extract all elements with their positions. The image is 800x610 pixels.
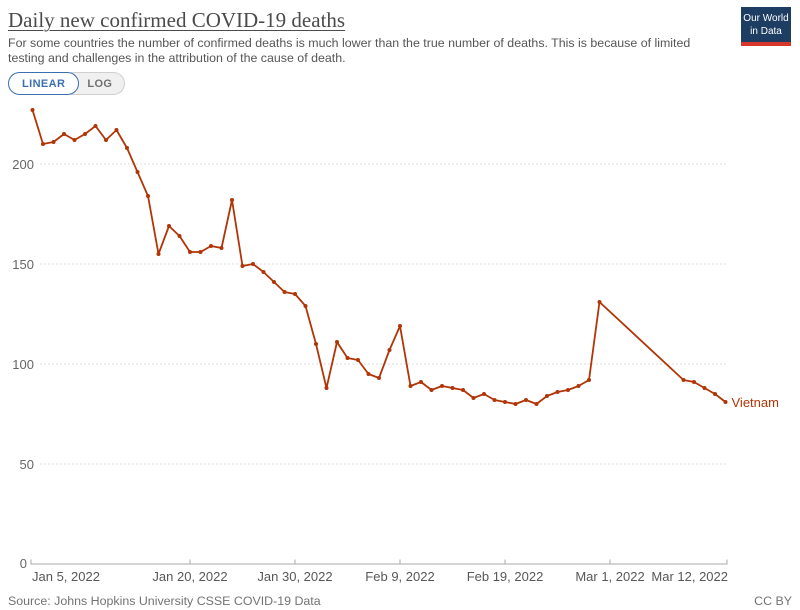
y-axis-label: 0	[19, 556, 27, 571]
owid-logo-line2: in Data	[750, 26, 782, 37]
data-point-marker	[492, 398, 497, 402]
data-point-marker	[209, 244, 213, 248]
chart-title[interactable]: Daily new confirmed COVID-19 deaths	[8, 8, 346, 32]
data-point-marker	[524, 398, 528, 402]
data-point-marker	[387, 348, 392, 352]
owid-logo[interactable]: Our World in Data	[741, 7, 791, 46]
data-point-marker	[156, 252, 161, 256]
chart-subtitle: For some countries the number of confirm…	[8, 36, 691, 66]
data-point-marker	[188, 250, 192, 254]
data-point-marker	[177, 234, 182, 238]
data-point-marker	[419, 380, 423, 384]
x-axis-label: Jan 30, 2022	[257, 569, 333, 584]
data-point-marker	[335, 340, 339, 344]
data-point-marker	[135, 170, 140, 174]
data-point-marker	[51, 140, 56, 144]
y-axis-label: 200	[12, 157, 34, 172]
data-point-marker	[503, 400, 507, 404]
linear-button[interactable]: LINEAR	[8, 72, 80, 95]
data-point-marker	[576, 384, 581, 388]
data-point-marker	[681, 378, 686, 382]
data-point-marker	[345, 356, 350, 360]
data-point-marker	[104, 138, 108, 142]
data-point-marker	[293, 292, 297, 296]
data-point-marker	[41, 142, 45, 146]
y-axis-label: 50	[19, 457, 34, 472]
data-point-marker	[30, 108, 35, 112]
data-point-marker	[230, 198, 234, 202]
data-point-marker	[251, 262, 255, 266]
log-button[interactable]: LOG	[71, 72, 126, 95]
data-point-marker	[555, 390, 560, 394]
data-point-marker	[461, 388, 465, 392]
data-point-marker	[566, 388, 570, 392]
data-point-marker	[125, 146, 129, 150]
data-point-marker	[146, 194, 150, 198]
data-point-marker	[324, 386, 329, 390]
y-axis-label: 100	[12, 357, 34, 372]
data-point-marker	[303, 304, 308, 308]
data-point-marker	[282, 290, 287, 294]
data-point-marker	[587, 378, 591, 382]
data-point-marker	[198, 250, 203, 254]
x-axis-label: Mar 1, 2022	[575, 569, 645, 584]
data-point-marker	[62, 132, 66, 136]
data-point-marker	[261, 270, 266, 274]
data-point-marker	[167, 224, 171, 228]
data-point-marker	[83, 132, 87, 136]
data-point-marker	[93, 124, 98, 128]
scale-toggle: LINEAR LOG	[8, 72, 126, 95]
license-badge[interactable]: CC BY	[754, 594, 792, 608]
data-point-marker	[72, 138, 77, 142]
data-point-marker	[545, 394, 549, 398]
data-point-marker	[356, 358, 360, 362]
source-attribution[interactable]: Source: Johns Hopkins University CSSE CO…	[8, 594, 321, 608]
data-point-marker	[597, 300, 602, 304]
x-axis-label: Feb 9, 2022	[365, 569, 435, 584]
data-point-marker	[240, 264, 245, 268]
data-point-marker	[450, 386, 455, 390]
data-point-marker	[723, 400, 728, 404]
y-axis-label: 150	[12, 257, 34, 272]
data-point-marker	[471, 396, 476, 400]
data-point-marker	[408, 384, 413, 388]
data-point-marker	[272, 280, 276, 284]
data-point-marker	[692, 380, 696, 384]
data-point-marker	[114, 128, 119, 132]
data-point-marker	[377, 376, 381, 380]
data-point-marker	[513, 402, 518, 406]
data-point-marker	[366, 372, 371, 376]
data-point-marker	[314, 342, 318, 346]
data-point-marker	[429, 388, 434, 392]
series-line[interactable]	[31, 109, 727, 405]
data-point-marker	[482, 392, 486, 396]
data-point-marker	[219, 246, 224, 250]
data-point-marker	[713, 392, 717, 396]
x-axis-label: Feb 19, 2022	[466, 569, 544, 584]
series-entity-label: Vietnam	[731, 395, 779, 410]
data-point-marker	[398, 324, 402, 328]
data-point-marker	[534, 402, 539, 406]
x-axis-label: Jan 20, 2022	[152, 569, 228, 584]
data-point-marker	[702, 386, 707, 390]
chart-canvas[interactable]	[0, 95, 800, 600]
owid-logo-line1: Our World	[743, 13, 789, 24]
data-point-marker	[440, 384, 444, 388]
x-axis-label: Mar 12, 2022	[651, 569, 728, 584]
x-axis-label: Jan 5, 2022	[32, 569, 100, 584]
